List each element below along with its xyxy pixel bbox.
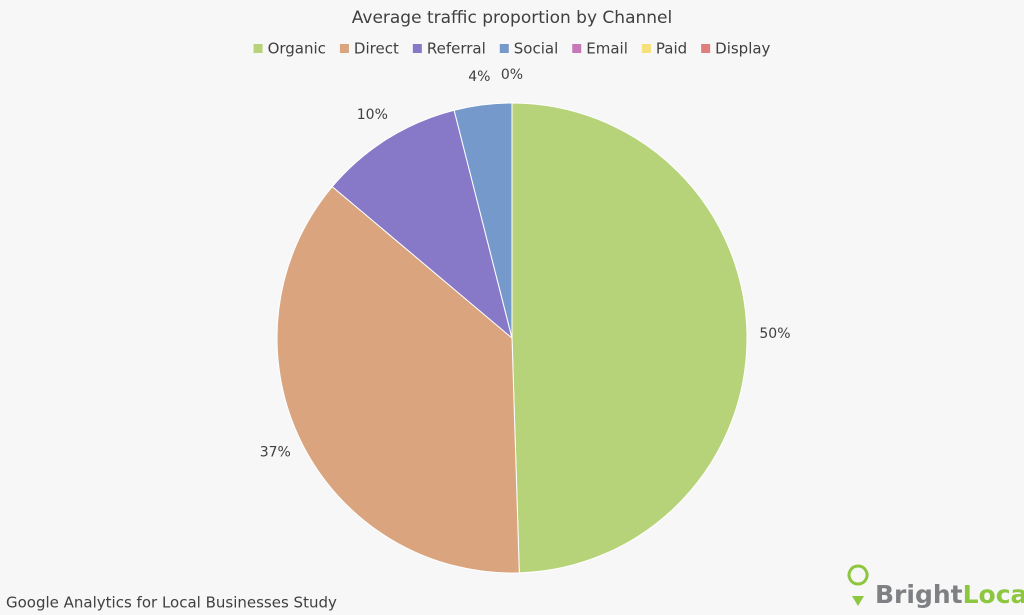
legend-marker [499, 44, 509, 53]
pie: 50% 37% 10% 4% 0% [260, 67, 791, 574]
brand-part: Local [963, 580, 1024, 609]
pie-slice [276, 185, 520, 574]
legend-marker [412, 44, 422, 53]
legend-marker [701, 44, 711, 53]
data-label: 10% [357, 107, 388, 123]
data-label: 4% [468, 69, 490, 85]
legend-marker [641, 44, 651, 53]
legend-label: Organic [268, 40, 326, 58]
brand-text: BrightLocal [875, 580, 1024, 609]
pie-slice [511, 102, 748, 574]
data-label: 0% [501, 67, 523, 83]
legend-label: Paid [656, 40, 687, 58]
legend-label: Email [586, 40, 628, 58]
legend-label: Referral [427, 40, 486, 58]
footnote: Google Analytics for Local Businesses St… [6, 594, 337, 612]
legend: Organic Direct Referral Social Email Paid Disp… [253, 40, 771, 58]
legend-label: Direct [354, 40, 399, 58]
legend-label: Display [715, 40, 770, 58]
brand-icon-tip [852, 596, 864, 606]
legend-marker [339, 44, 349, 53]
data-label: 37% [260, 445, 291, 461]
legend-label: Social [514, 40, 558, 58]
brand-logo: BrightLocal [847, 564, 1024, 609]
pie-slice [331, 109, 513, 340]
chart-title: Average traffic proportion by Channel [352, 8, 672, 28]
legend-marker [253, 44, 263, 53]
brand-part: Bright [875, 580, 963, 609]
data-label: 50% [759, 326, 790, 342]
legend-marker [572, 44, 582, 53]
brand-icon [847, 564, 869, 586]
